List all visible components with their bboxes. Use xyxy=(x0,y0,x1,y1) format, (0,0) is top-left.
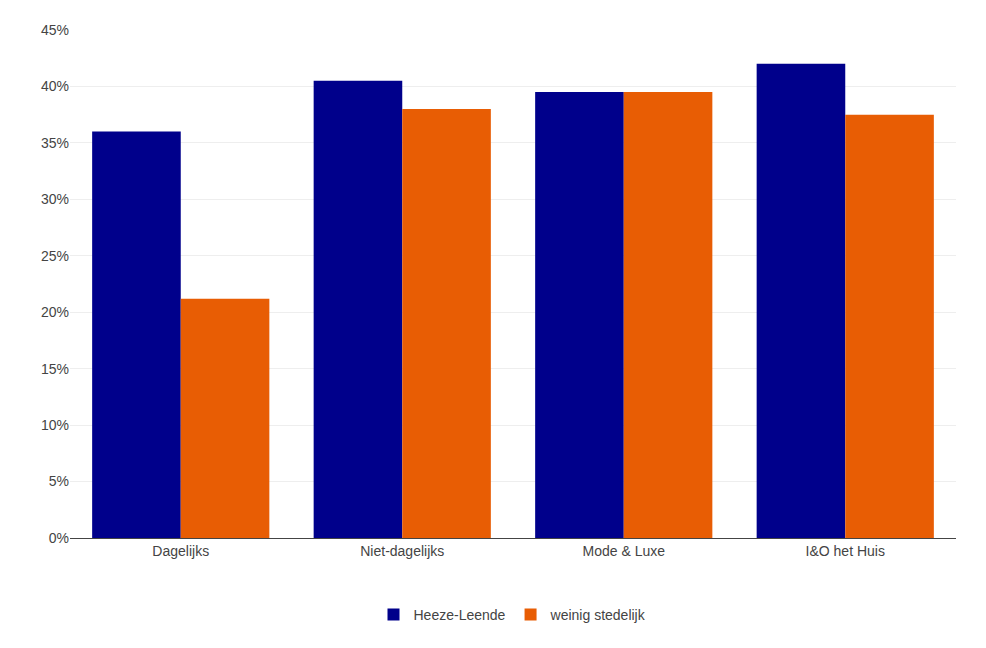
svg-text:15%: 15% xyxy=(41,361,69,377)
svg-text:45%: 45% xyxy=(41,22,69,38)
svg-text:40%: 40% xyxy=(41,78,69,94)
svg-text:Niet-dagelijks: Niet-dagelijks xyxy=(360,543,444,559)
svg-text:0%: 0% xyxy=(49,530,69,546)
svg-text:20%: 20% xyxy=(41,304,69,320)
svg-text:I&O het Huis: I&O het Huis xyxy=(806,543,885,559)
svg-text:10%: 10% xyxy=(41,417,69,433)
svg-text:5%: 5% xyxy=(49,473,69,489)
svg-text:weinig stedelijk: weinig stedelijk xyxy=(550,607,646,623)
svg-text:Mode & Luxe: Mode & Luxe xyxy=(583,543,666,559)
svg-text:Dagelijks: Dagelijks xyxy=(152,543,209,559)
svg-text:30%: 30% xyxy=(41,191,69,207)
svg-text:35%: 35% xyxy=(41,135,69,151)
svg-text:Heeze-Leende: Heeze-Leende xyxy=(414,607,506,623)
svg-text:25%: 25% xyxy=(41,248,69,264)
